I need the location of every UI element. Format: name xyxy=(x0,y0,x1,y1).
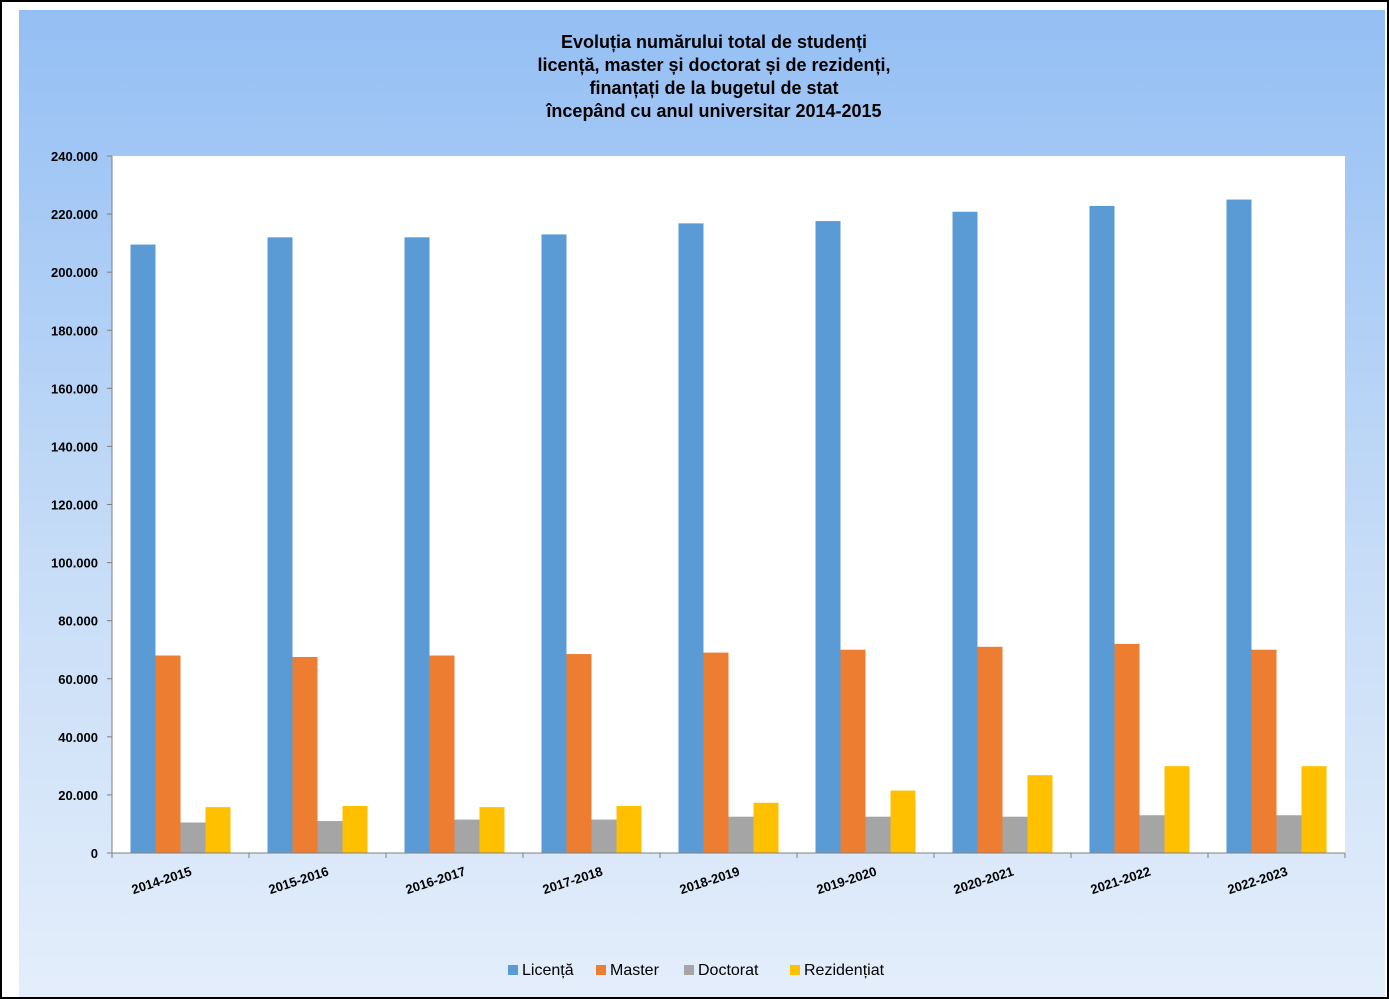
x-tick-label: 2019-2020 xyxy=(815,864,879,897)
bar-Rezidențiat-2020-2021 xyxy=(1027,775,1053,853)
bar-Licență-2017-2018 xyxy=(541,234,567,854)
bar-Licență-2014-2015 xyxy=(130,244,156,853)
bar-Master-2019-2020 xyxy=(840,649,866,853)
bar-Licență-2018-2019 xyxy=(678,223,704,854)
bar-Master-2015-2016 xyxy=(292,656,318,853)
y-tick-label: 200.000 xyxy=(51,265,98,280)
bar-Doctorat-2018-2019 xyxy=(728,816,754,853)
bar-Licență-2020-2021 xyxy=(952,211,978,853)
bar-Doctorat-2019-2020 xyxy=(865,816,891,853)
bar-Doctorat-2017-2018 xyxy=(591,819,617,853)
bar-Rezidențiat-2021-2022 xyxy=(1164,766,1190,853)
bar-Master-2014-2015 xyxy=(155,655,181,853)
bar-Doctorat-2016-2017 xyxy=(454,819,480,853)
legend: Licență Master Doctorat Rezidențiat xyxy=(508,962,885,979)
y-tick-label: 100.000 xyxy=(51,556,98,571)
bar-Doctorat-2014-2015 xyxy=(180,822,206,853)
chart-title-line-4: începând cu anul universitar 2014-2015 xyxy=(545,101,881,121)
x-axis-ticks: 2014-2015 2015-2016 2016-2017 2017-2018 2018… xyxy=(111,853,1346,897)
bar-Rezidențiat-2019-2020 xyxy=(890,790,916,853)
y-tick-label: 220.000 xyxy=(51,207,98,222)
x-tick-label: 2021-2022 xyxy=(1089,864,1153,897)
y-axis-ticks: 0 20.000 40.000 60.000 80.000 100.000 120.000 1… xyxy=(51,149,112,861)
bar-Doctorat-2015-2016 xyxy=(317,821,343,853)
y-tick-label: 140.000 xyxy=(51,439,98,454)
bar-Rezidențiat-2017-2018 xyxy=(616,805,642,853)
bar-Master-2022-2023 xyxy=(1251,649,1277,853)
bar-Master-2017-2018 xyxy=(566,654,592,853)
bar-Licență-2016-2017 xyxy=(404,237,430,854)
chart-title: Evoluția numărului total de studenți lic… xyxy=(537,32,890,121)
bar-Master-2016-2017 xyxy=(429,655,455,853)
bar-Doctorat-2020-2021 xyxy=(1002,816,1028,853)
legend-label-Licență: Licență xyxy=(522,962,574,979)
bar-Doctorat-2022-2023 xyxy=(1276,815,1302,853)
legend-swatch-Master xyxy=(596,965,606,975)
bar-Licență-2019-2020 xyxy=(815,221,841,853)
bar-Master-2018-2019 xyxy=(703,652,729,853)
bar-Master-2021-2022 xyxy=(1114,643,1140,853)
bar-Rezidențiat-2018-2019 xyxy=(753,802,779,853)
x-tick-label: 2022-2023 xyxy=(1226,864,1290,897)
y-tick-label: 20.000 xyxy=(58,788,98,803)
x-tick-label: 2014-2015 xyxy=(130,864,194,897)
x-tick-label: 2017-2018 xyxy=(541,864,605,897)
bar-Licență-2021-2022 xyxy=(1089,205,1115,853)
y-tick-label: 0 xyxy=(91,846,98,861)
y-tick-label: 160.000 xyxy=(51,381,98,396)
legend-swatch-Rezidențiat xyxy=(790,965,800,975)
chart-title-line-3: finanțați de la bugetul de stat xyxy=(589,78,838,98)
bar-Rezidențiat-2015-2016 xyxy=(342,805,368,853)
legend-label-Doctorat: Doctorat xyxy=(698,962,759,979)
bar-Rezidențiat-2022-2023 xyxy=(1301,766,1327,853)
chart-title-line-1: Evoluția numărului total de studenți xyxy=(561,32,867,52)
bar-Rezidențiat-2014-2015 xyxy=(205,807,231,853)
y-tick-label: 120.000 xyxy=(51,498,98,513)
x-tick-label: 2015-2016 xyxy=(267,864,331,897)
bar-Licență-2022-2023 xyxy=(1226,199,1252,853)
x-tick-label: 2018-2019 xyxy=(678,864,742,897)
legend-swatch-Doctorat xyxy=(684,965,694,975)
y-tick-label: 60.000 xyxy=(58,672,98,687)
legend-label-Rezidențiat: Rezidențiat xyxy=(804,962,885,979)
bar-Master-2020-2021 xyxy=(977,646,1003,853)
legend-swatch-Licență xyxy=(508,965,518,975)
x-tick-label: 2016-2017 xyxy=(404,864,468,897)
bars xyxy=(130,199,1327,854)
legend-label-Master: Master xyxy=(610,962,660,979)
bar-Licență-2015-2016 xyxy=(267,237,293,854)
x-tick-label: 2020-2021 xyxy=(952,864,1016,897)
y-tick-label: 240.000 xyxy=(51,149,98,164)
y-tick-label: 180.000 xyxy=(51,323,98,338)
y-tick-label: 80.000 xyxy=(58,614,98,629)
chart-title-line-2: licență, master și doctorat și de rezide… xyxy=(537,55,890,75)
bar-Rezidențiat-2016-2017 xyxy=(479,807,505,853)
bar-Doctorat-2021-2022 xyxy=(1139,815,1165,853)
y-tick-label: 40.000 xyxy=(58,730,98,745)
